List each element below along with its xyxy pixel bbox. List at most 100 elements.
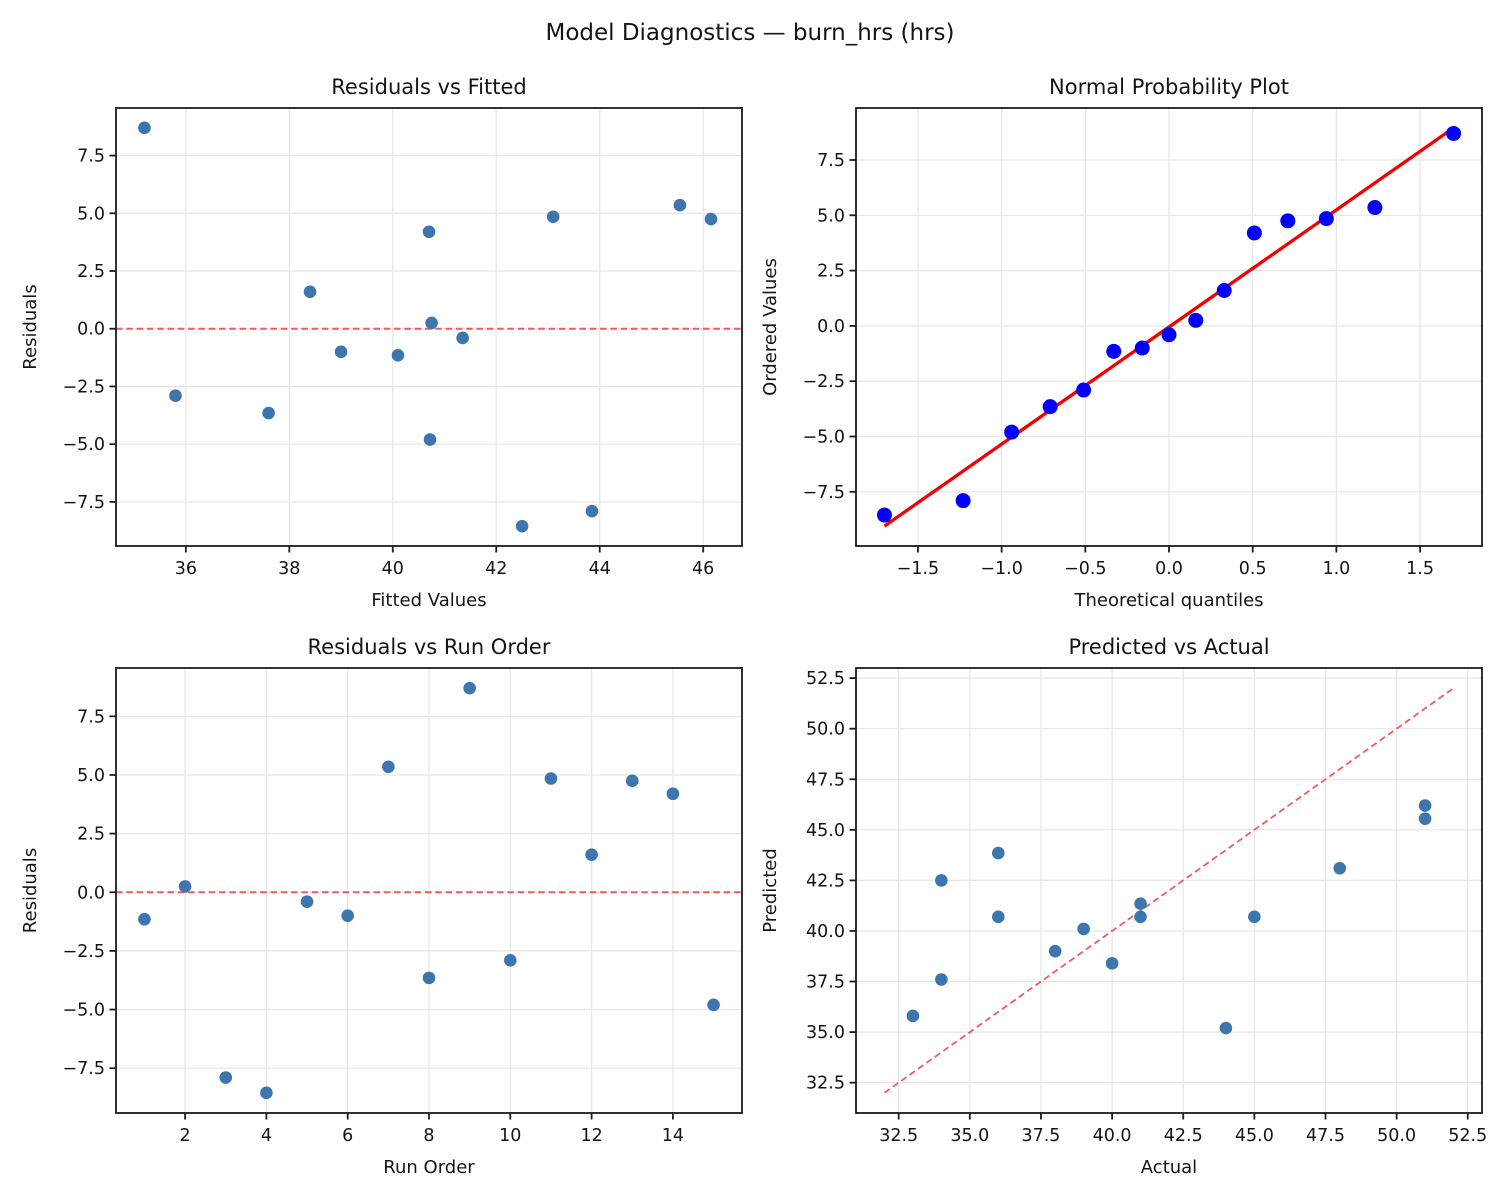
data-point xyxy=(1134,340,1150,356)
x-tick-label: 4 xyxy=(261,1126,272,1146)
data-point xyxy=(1216,283,1232,298)
x-tick-label: 14 xyxy=(662,1126,684,1146)
plot-border xyxy=(855,667,1483,1114)
x-tick-label: 42.5 xyxy=(1164,1126,1203,1146)
y-tick-label: 7.5 xyxy=(77,707,105,727)
data-point xyxy=(876,507,892,523)
data-point xyxy=(955,493,971,509)
y-tick-label: −2.5 xyxy=(803,372,846,392)
y-tick-label: 42.5 xyxy=(806,871,845,891)
data-point xyxy=(1219,1021,1233,1035)
chart-residuals-vs-fitted: 36 38 40 42 44 46 7.5 5.0 2.5 0.0 −2.5 −5.0 −7.5 Fitt… xyxy=(20,75,743,611)
subplot-title: Predicted vs Actual xyxy=(1068,635,1269,659)
data-point xyxy=(1134,897,1147,910)
x-tick-label: −0.5 xyxy=(1064,559,1107,579)
x-tick-label: 40 xyxy=(382,559,404,579)
data-point xyxy=(382,760,395,774)
identity-line xyxy=(883,687,1455,1094)
y-tick-label: 32.5 xyxy=(806,1074,845,1094)
data-point xyxy=(546,210,560,224)
data-point xyxy=(906,1009,920,1023)
y-tick-label: 5.0 xyxy=(77,204,105,224)
y-tick-label: 45.0 xyxy=(806,821,845,841)
data-point xyxy=(138,121,151,135)
y-tick-label: −2.5 xyxy=(63,377,106,397)
data-point xyxy=(1246,225,1262,241)
data-point xyxy=(169,389,182,402)
subplot-title: Residuals vs Run Order xyxy=(308,635,551,659)
chart-predicted-vs-actual: 32.5 35.0 37.5 40.0 42.5 45.0 47.5 50.0 52.5 52.5… xyxy=(760,635,1487,1178)
data-point xyxy=(1280,213,1296,229)
data-point xyxy=(1318,211,1334,227)
x-tick-label: −1.5 xyxy=(897,559,940,579)
data-point xyxy=(585,504,599,518)
data-point xyxy=(1042,399,1058,415)
chart-residuals-vs-run-order: 2 4 6 8 10 12 14 7.5 5.0 2.5 0.0 −2.5 −5.0 −7.5 Run Or… xyxy=(20,635,743,1178)
y-tick-label: −2.5 xyxy=(63,942,106,962)
x-tick-label: 12 xyxy=(580,1126,602,1146)
data-point xyxy=(178,880,192,893)
x-tick-label: 0.5 xyxy=(1239,559,1267,579)
x-tick-label: 37.5 xyxy=(1021,1126,1060,1146)
x-axis-label: Run Order xyxy=(383,1157,475,1178)
y-tick-label: 2.5 xyxy=(817,262,845,282)
data-point xyxy=(1077,922,1090,936)
y-tick-label: −7.5 xyxy=(803,483,846,503)
data-point xyxy=(1446,125,1462,141)
data-point xyxy=(1161,327,1177,343)
x-tick-label: 1.0 xyxy=(1322,559,1350,579)
data-point xyxy=(707,998,720,1012)
data-point xyxy=(422,225,436,239)
data-point xyxy=(544,772,558,785)
subplot-title: Residuals vs Fitted xyxy=(331,75,526,99)
y-tick-label: −5.0 xyxy=(63,435,106,455)
plot-border xyxy=(115,107,743,547)
x-tick-label: 50.0 xyxy=(1377,1126,1416,1146)
x-tick-label: 35.0 xyxy=(950,1126,989,1146)
y-tick-label: 37.5 xyxy=(806,973,845,993)
y-tick-label: −5.0 xyxy=(803,428,846,448)
y-tick-label: 5.0 xyxy=(77,766,105,786)
data-point xyxy=(1418,799,1432,812)
data-point xyxy=(666,787,680,801)
x-tick-label: 32.5 xyxy=(879,1126,918,1146)
y-tick-label: 7.5 xyxy=(77,147,105,167)
x-tick-label: 38 xyxy=(278,559,300,579)
data-point xyxy=(1333,861,1347,875)
data-point xyxy=(334,345,348,359)
y-tick-label: −5.0 xyxy=(63,1001,106,1021)
data-point xyxy=(1134,910,1147,924)
y-axis-label: Ordered Values xyxy=(760,258,781,396)
x-tick-label: 6 xyxy=(342,1126,353,1146)
data-point xyxy=(991,910,1005,924)
x-tick-label: 10 xyxy=(499,1126,521,1146)
data-point xyxy=(422,971,436,985)
x-tick-label: 52.5 xyxy=(1448,1126,1487,1146)
x-tick-label: 40.0 xyxy=(1093,1126,1132,1146)
data-point xyxy=(219,1071,233,1084)
y-axis-label: Residuals xyxy=(20,848,41,933)
subplot-title: Normal Probability Plot xyxy=(1049,75,1289,99)
x-tick-label: 45.0 xyxy=(1235,1126,1274,1146)
y-tick-label: 0.0 xyxy=(77,883,105,903)
data-point xyxy=(503,953,517,967)
data-point xyxy=(991,846,1005,860)
data-point xyxy=(300,895,314,908)
data-point xyxy=(1105,957,1119,970)
x-axis-label: Actual xyxy=(1141,1157,1197,1178)
y-tick-label: −7.5 xyxy=(63,493,106,513)
data-point xyxy=(1188,312,1204,328)
y-tick-label: 52.5 xyxy=(806,669,845,689)
data-point xyxy=(260,1086,273,1100)
x-tick-label: 36 xyxy=(175,559,197,579)
x-tick-label: 8 xyxy=(423,1126,434,1146)
data-point xyxy=(1048,944,1062,958)
x-tick-label: 42 xyxy=(485,559,507,579)
data-point xyxy=(423,433,437,446)
data-point xyxy=(262,406,275,420)
x-tick-label: 0.0 xyxy=(1155,559,1183,579)
y-tick-label: 7.5 xyxy=(817,151,845,171)
data-point xyxy=(341,909,355,923)
data-point xyxy=(1248,910,1261,924)
